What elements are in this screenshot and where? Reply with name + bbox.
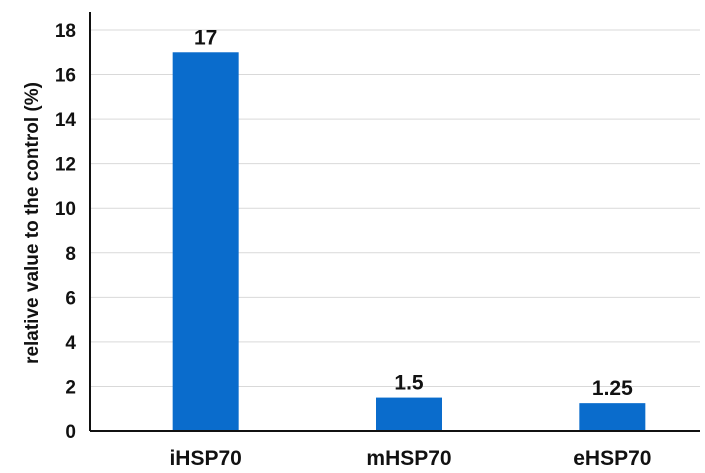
y-tick-label: 8 <box>65 244 76 265</box>
y-tick-label: 10 <box>55 199 76 220</box>
data-label: 1.5 <box>394 372 424 395</box>
bars <box>172 52 646 432</box>
y-tick-label: 12 <box>55 155 76 176</box>
y-tick-label: 4 <box>65 333 76 354</box>
x-tick-label: iHSP70 <box>169 447 241 470</box>
y-tick-label: 0 <box>65 422 76 443</box>
axes <box>89 12 700 432</box>
data-labels: 17 1.5 1.25 <box>194 26 633 400</box>
y-tick-labels: 0 2 4 6 8 10 12 14 16 18 <box>55 21 77 443</box>
data-label: 1.25 <box>592 377 633 400</box>
y-tick-label: 14 <box>55 110 77 131</box>
bar <box>579 403 646 431</box>
y-axis-title: relative value to the control (%) <box>22 82 43 364</box>
x-tick-labels: iHSP70 mHSP70 eHSP70 <box>169 447 651 470</box>
data-label: 17 <box>194 26 217 49</box>
y-tick-label: 2 <box>65 377 76 398</box>
y-tick-label: 18 <box>55 21 76 42</box>
y-tick-label: 16 <box>55 66 76 87</box>
y-tick-label: 6 <box>65 288 76 309</box>
x-tick-label: eHSP70 <box>573 447 651 470</box>
bar <box>172 52 239 432</box>
bar <box>376 397 442 431</box>
x-tick-label: mHSP70 <box>366 447 451 470</box>
